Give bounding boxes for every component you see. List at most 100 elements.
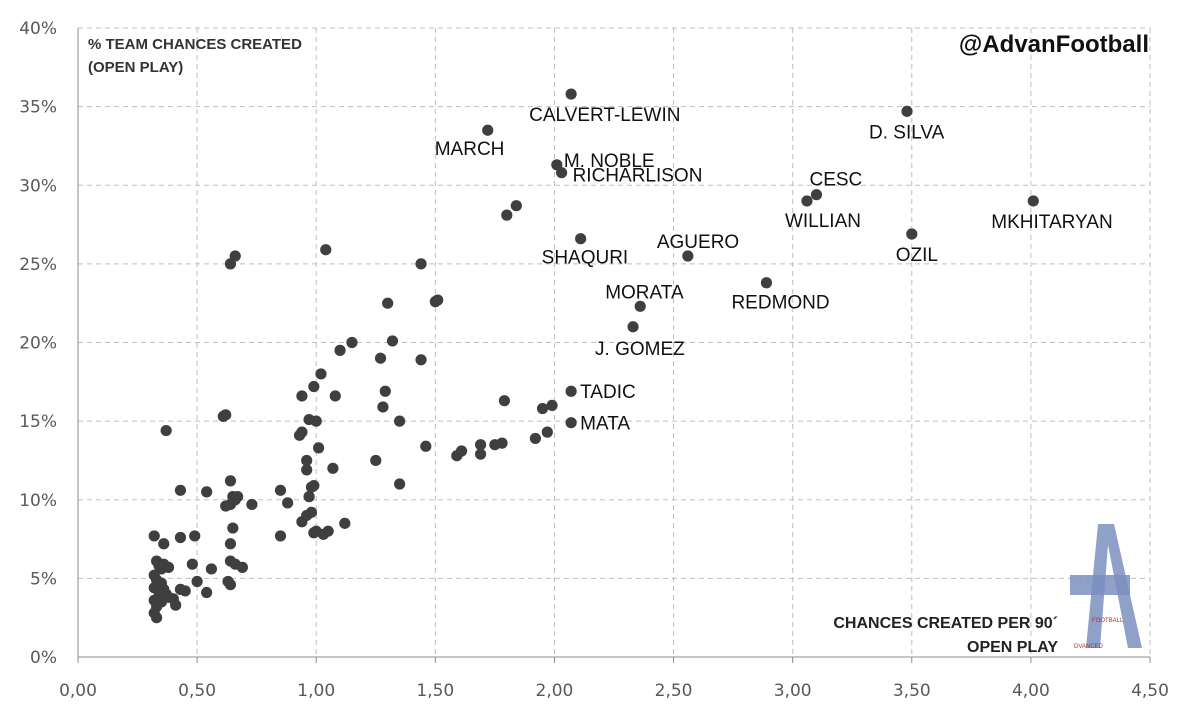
advan-football-logo: FOOTBALL DVANCED [1070, 524, 1142, 650]
data-point [496, 437, 508, 449]
data-point [377, 401, 389, 413]
data-point-cesc [810, 189, 823, 201]
x-tick-label: 1,00 [297, 681, 335, 701]
data-point [394, 415, 406, 427]
point-label-willian: WILLIAN [785, 211, 861, 232]
data-point [301, 454, 313, 467]
data-point [339, 517, 351, 529]
data-point-mkhitaryan [1027, 195, 1039, 207]
data-point [474, 439, 487, 451]
data-point [374, 352, 387, 364]
data-point [313, 442, 325, 454]
data-point [201, 586, 213, 599]
data-point-willian [801, 195, 813, 207]
y-tick-label: 30% [19, 176, 57, 196]
data-point [322, 525, 334, 537]
point-label-mkhitaryan: MKHITARYAN [991, 212, 1112, 233]
data-point [327, 462, 339, 474]
data-point [179, 585, 191, 597]
data-point-j-gomez [627, 321, 639, 333]
data-point [189, 530, 201, 542]
data-point [224, 538, 237, 550]
logo-text-top: FOOTBALL [1092, 618, 1124, 624]
data-point [382, 297, 394, 309]
data-point [296, 426, 308, 438]
y-tick-label: 40% [19, 19, 57, 39]
data-point [151, 612, 163, 624]
data-point [346, 336, 358, 349]
data-point [220, 409, 232, 421]
y-tick-label: 0% [30, 648, 57, 668]
data-points [148, 88, 1039, 624]
point-label-j-gomez: J. GOMEZ [595, 339, 685, 360]
data-point [546, 399, 558, 411]
data-point [170, 599, 182, 611]
data-point [320, 244, 332, 256]
data-point [510, 200, 522, 212]
x-axis-title-line-1: CHANCES CREATED PER 90´ [833, 615, 1058, 632]
credit-handle: @AdvanFootball [959, 31, 1149, 58]
point-label-d-silva: D. SILVA [869, 122, 945, 143]
data-point [310, 415, 322, 427]
data-point [246, 498, 258, 511]
logo-text-bottom: DVANCED [1074, 644, 1104, 650]
y-tick-label: 10% [19, 491, 57, 511]
data-point [148, 530, 160, 542]
data-point [308, 479, 320, 492]
point-label-richarlison: RICHARLISON [573, 166, 703, 187]
data-point [394, 478, 406, 490]
data-point [162, 591, 175, 603]
data-point [186, 558, 198, 570]
point-label-mata: MATA [580, 414, 630, 435]
data-point-mata [565, 417, 577, 429]
point-label-calvert-lewin: CALVERT-LEWIN [529, 105, 680, 126]
x-tick-label: 2,00 [536, 681, 574, 701]
data-point [305, 506, 318, 518]
data-point [274, 530, 287, 542]
data-point [232, 491, 244, 503]
x-tick-label: 1,50 [416, 681, 454, 701]
data-point [541, 426, 553, 438]
data-point [370, 454, 382, 467]
data-point [386, 335, 399, 347]
y-tick-label: 35% [19, 98, 57, 118]
point-label-tadic: TADIC [580, 382, 636, 403]
data-point [191, 575, 203, 588]
x-tick-labels: 0,00 0,50 1,00 1,50 2,00 2,50 3,00 3,50 4,00 4,50 [59, 681, 1169, 701]
data-point [308, 380, 320, 393]
y-axis-title-line-1: % TEAM CHANCES CREATED [88, 36, 302, 53]
x-tick-label: 3,00 [774, 681, 812, 701]
axes [77, 28, 1151, 663]
data-point-d-silva [901, 105, 913, 117]
point-label-ozil: OZIL [896, 245, 938, 266]
data-point-calvert-lewin [565, 88, 577, 100]
data-point [308, 527, 320, 539]
y-tick-label: 5% [30, 569, 57, 589]
data-point-tadic [565, 385, 577, 397]
point-labels: CALVERT-LEWIN D. SILVA MARCH M. NOBLERICHAR… [435, 105, 1113, 435]
y-tick-label: 20% [19, 334, 57, 354]
x-tick-label: 3,50 [893, 681, 931, 701]
data-point [205, 563, 218, 575]
data-point [162, 561, 175, 573]
data-point-march [482, 124, 494, 136]
data-point [282, 497, 294, 509]
point-label-march: MARCH [435, 139, 505, 160]
point-label-morata: MORATA [605, 282, 684, 303]
data-point [315, 368, 327, 380]
data-point-richarlison [555, 167, 568, 179]
x-tick-label: 0,50 [178, 681, 216, 701]
x-tick-label: 4,00 [1012, 681, 1050, 701]
point-label-m-noble: M. NOBLE [564, 151, 655, 172]
data-point-redmond [760, 277, 773, 289]
data-point [227, 522, 239, 534]
data-point [303, 491, 315, 503]
data-point [174, 531, 187, 544]
data-point [379, 385, 391, 397]
data-point-aguero [682, 250, 694, 262]
y-tick-labels: 0% 5% 10% 15% 20% 25% 30% 35% 40% [19, 19, 57, 668]
x-axis-title-line-2: OPEN PLAY [967, 639, 1058, 656]
y-tick-label: 25% [19, 255, 57, 275]
data-point [536, 402, 549, 415]
